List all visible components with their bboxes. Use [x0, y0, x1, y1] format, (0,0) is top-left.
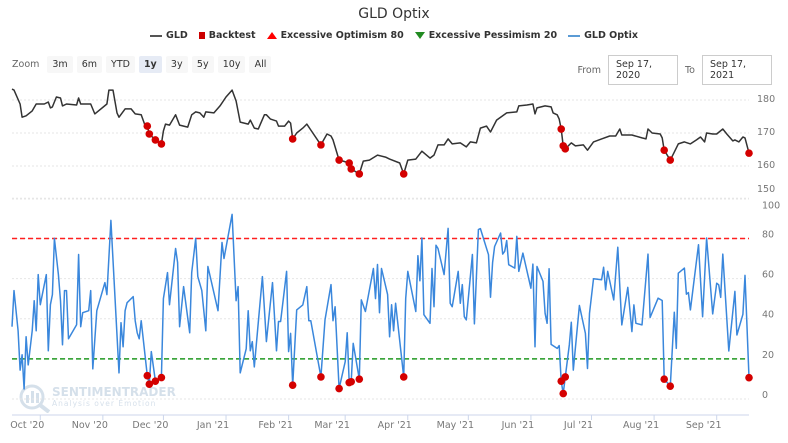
zoom-ytd-button[interactable]: YTD [106, 56, 135, 73]
backtest-marker-gld [666, 156, 675, 164]
backtest-marker-optix [145, 380, 154, 388]
backtest-marker-optix [745, 373, 753, 382]
y-tick-label: 40 [762, 310, 774, 321]
backtest-marker-gld [145, 130, 154, 138]
legend-label: GLD [166, 30, 188, 41]
backtest-marker-optix [143, 371, 152, 380]
backtest-marker-gld [288, 135, 297, 143]
backtest-marker-optix [288, 381, 297, 389]
backtest-marker-gld [561, 145, 570, 153]
from-date-input[interactable]: Sep 17, 2020 [607, 55, 678, 85]
y-tick-label: 80 [762, 229, 774, 240]
backtest-marker-optix [355, 375, 364, 383]
x-tick-label: Nov '20 [72, 420, 108, 431]
backtest-marker-gld [143, 122, 152, 130]
gld-line [11, 88, 750, 175]
x-tick-label: May '21 [437, 420, 474, 431]
backtest-marker-gld [335, 156, 343, 164]
x-tick-label: Mar '21 [314, 420, 350, 431]
watermark-logo: SENTIMENTRADER Analysis over Emotion [18, 383, 176, 413]
x-tick-label: Aug '21 [623, 420, 659, 431]
zoom-selector: Zoom 3m 6m YTD 1y 3y 5y 10y All [12, 56, 272, 73]
zoom-3m-button[interactable]: 3m [47, 56, 73, 73]
backtest-marker-gld [355, 170, 364, 178]
watermark-tagline: Analysis over Emotion [52, 399, 157, 408]
zoom-label: Zoom [12, 59, 40, 70]
to-date-input[interactable]: Sep 17, 2021 [702, 55, 772, 85]
backtest-marker-gld [151, 136, 160, 144]
backtest-marker-optix [559, 389, 568, 398]
legend-item-excessive-pessimism[interactable]: Excessive Pessimism 20 [414, 30, 558, 41]
legend-label: Backtest [208, 30, 256, 41]
backtest-marker-optix [660, 375, 668, 383]
x-tick-label: Oct '20 [10, 420, 44, 431]
backtest-marker-optix [335, 384, 343, 393]
backtest-marker-optix [151, 377, 160, 385]
y-tick-label: 20 [762, 350, 774, 361]
backtest-marker-optix [561, 373, 570, 381]
legend-item-gld-optix[interactable]: GLD Optix [568, 30, 638, 41]
zoom-all-button[interactable]: All [249, 56, 272, 73]
zoom-6m-button[interactable]: 6m [76, 56, 103, 73]
line-icon [150, 34, 163, 37]
y-tick-label: 0 [762, 390, 768, 401]
triangle-down-icon [414, 32, 425, 39]
x-tick-label: Jun '21 [501, 420, 535, 431]
logo-icon [19, 384, 51, 413]
zoom-10y-button[interactable]: 10y [217, 56, 246, 73]
y-tick-label: 170 [757, 127, 775, 138]
backtest-marker-gld [347, 165, 356, 173]
y-tick-label: 180 [757, 94, 775, 105]
backtest-marker-optix [317, 373, 325, 381]
legend-label: Excessive Optimism 80 [280, 30, 404, 41]
legend-label: GLD Optix [584, 30, 638, 41]
legend-label: Excessive Pessimism 20 [428, 30, 558, 41]
backtest-marker-optix [347, 377, 356, 386]
from-label: From [577, 64, 601, 76]
backtest-marker-optix [399, 373, 408, 381]
zoom-1y-button[interactable]: 1y [138, 56, 162, 73]
y-tick-label: 150 [757, 184, 775, 195]
legend-item-excessive-optimism[interactable]: Excessive Optimism 80 [266, 30, 404, 41]
zoom-5y-button[interactable]: 5y [191, 56, 214, 73]
x-tick-label: Jan '21 [196, 420, 229, 431]
backtest-marker-gld [345, 159, 354, 167]
backtest-marker-gld [745, 149, 753, 157]
y-tick-label: 160 [757, 160, 775, 171]
watermark-name: SENTIMENTRADER [52, 385, 176, 399]
legend: GLD Backtest Excessive Optimism 80 Exces… [0, 30, 788, 41]
backtest-marker-gld [157, 140, 166, 148]
to-label: To [684, 64, 695, 76]
x-tick-label: Sep '21 [686, 420, 722, 431]
y-tick-label: 60 [762, 270, 774, 281]
zoom-3y-button[interactable]: 3y [165, 56, 188, 73]
backtest-marker-optix [666, 382, 675, 390]
backtest-marker-gld [557, 125, 566, 133]
x-tick-label: Jul '21 [563, 420, 593, 431]
line-icon [568, 34, 581, 37]
square-icon [198, 32, 205, 39]
x-tick-label: Apr '21 [378, 420, 412, 431]
legend-item-gld[interactable]: GLD [150, 30, 188, 41]
backtest-marker-optix [157, 373, 166, 382]
gld-optix-line [11, 213, 750, 395]
x-tick-label: Feb '21 [258, 420, 293, 431]
y-tick-label: 100 [762, 200, 780, 211]
legend-item-backtest[interactable]: Backtest [198, 30, 256, 41]
triangle-icon [266, 32, 277, 39]
backtest-marker-gld [660, 146, 668, 154]
date-range: From Sep 17, 2020 To Sep 17, 2021 [577, 55, 772, 85]
chart-title: GLD Optix [358, 6, 430, 22]
backtest-marker-gld [399, 170, 408, 178]
x-tick-label: Dec '20 [132, 420, 168, 431]
backtest-marker-gld [317, 141, 325, 149]
